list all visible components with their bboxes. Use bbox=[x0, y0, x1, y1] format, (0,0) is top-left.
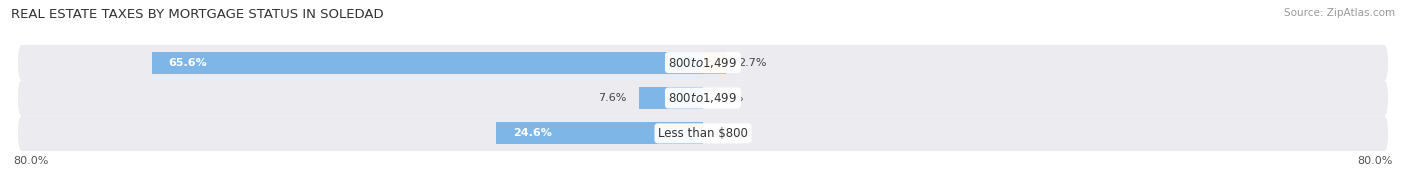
Text: 7.6%: 7.6% bbox=[598, 93, 627, 103]
Text: 0.0%: 0.0% bbox=[716, 128, 744, 138]
Text: 65.6%: 65.6% bbox=[169, 58, 208, 68]
Text: 2.7%: 2.7% bbox=[738, 58, 766, 68]
Bar bbox=[640, 87, 703, 109]
Bar bbox=[152, 52, 703, 74]
Text: 0.0%: 0.0% bbox=[716, 93, 744, 103]
Text: $800 to $1,499: $800 to $1,499 bbox=[668, 91, 738, 105]
Text: $800 to $1,499: $800 to $1,499 bbox=[668, 56, 738, 70]
Text: 24.6%: 24.6% bbox=[513, 128, 553, 138]
FancyBboxPatch shape bbox=[18, 116, 1388, 151]
Bar bbox=[703, 52, 725, 74]
FancyBboxPatch shape bbox=[18, 45, 1388, 80]
Bar bbox=[496, 122, 703, 144]
FancyBboxPatch shape bbox=[18, 80, 1388, 116]
Text: Source: ZipAtlas.com: Source: ZipAtlas.com bbox=[1284, 8, 1395, 18]
Text: Less than $800: Less than $800 bbox=[658, 127, 748, 140]
Text: REAL ESTATE TAXES BY MORTGAGE STATUS IN SOLEDAD: REAL ESTATE TAXES BY MORTGAGE STATUS IN … bbox=[11, 8, 384, 21]
